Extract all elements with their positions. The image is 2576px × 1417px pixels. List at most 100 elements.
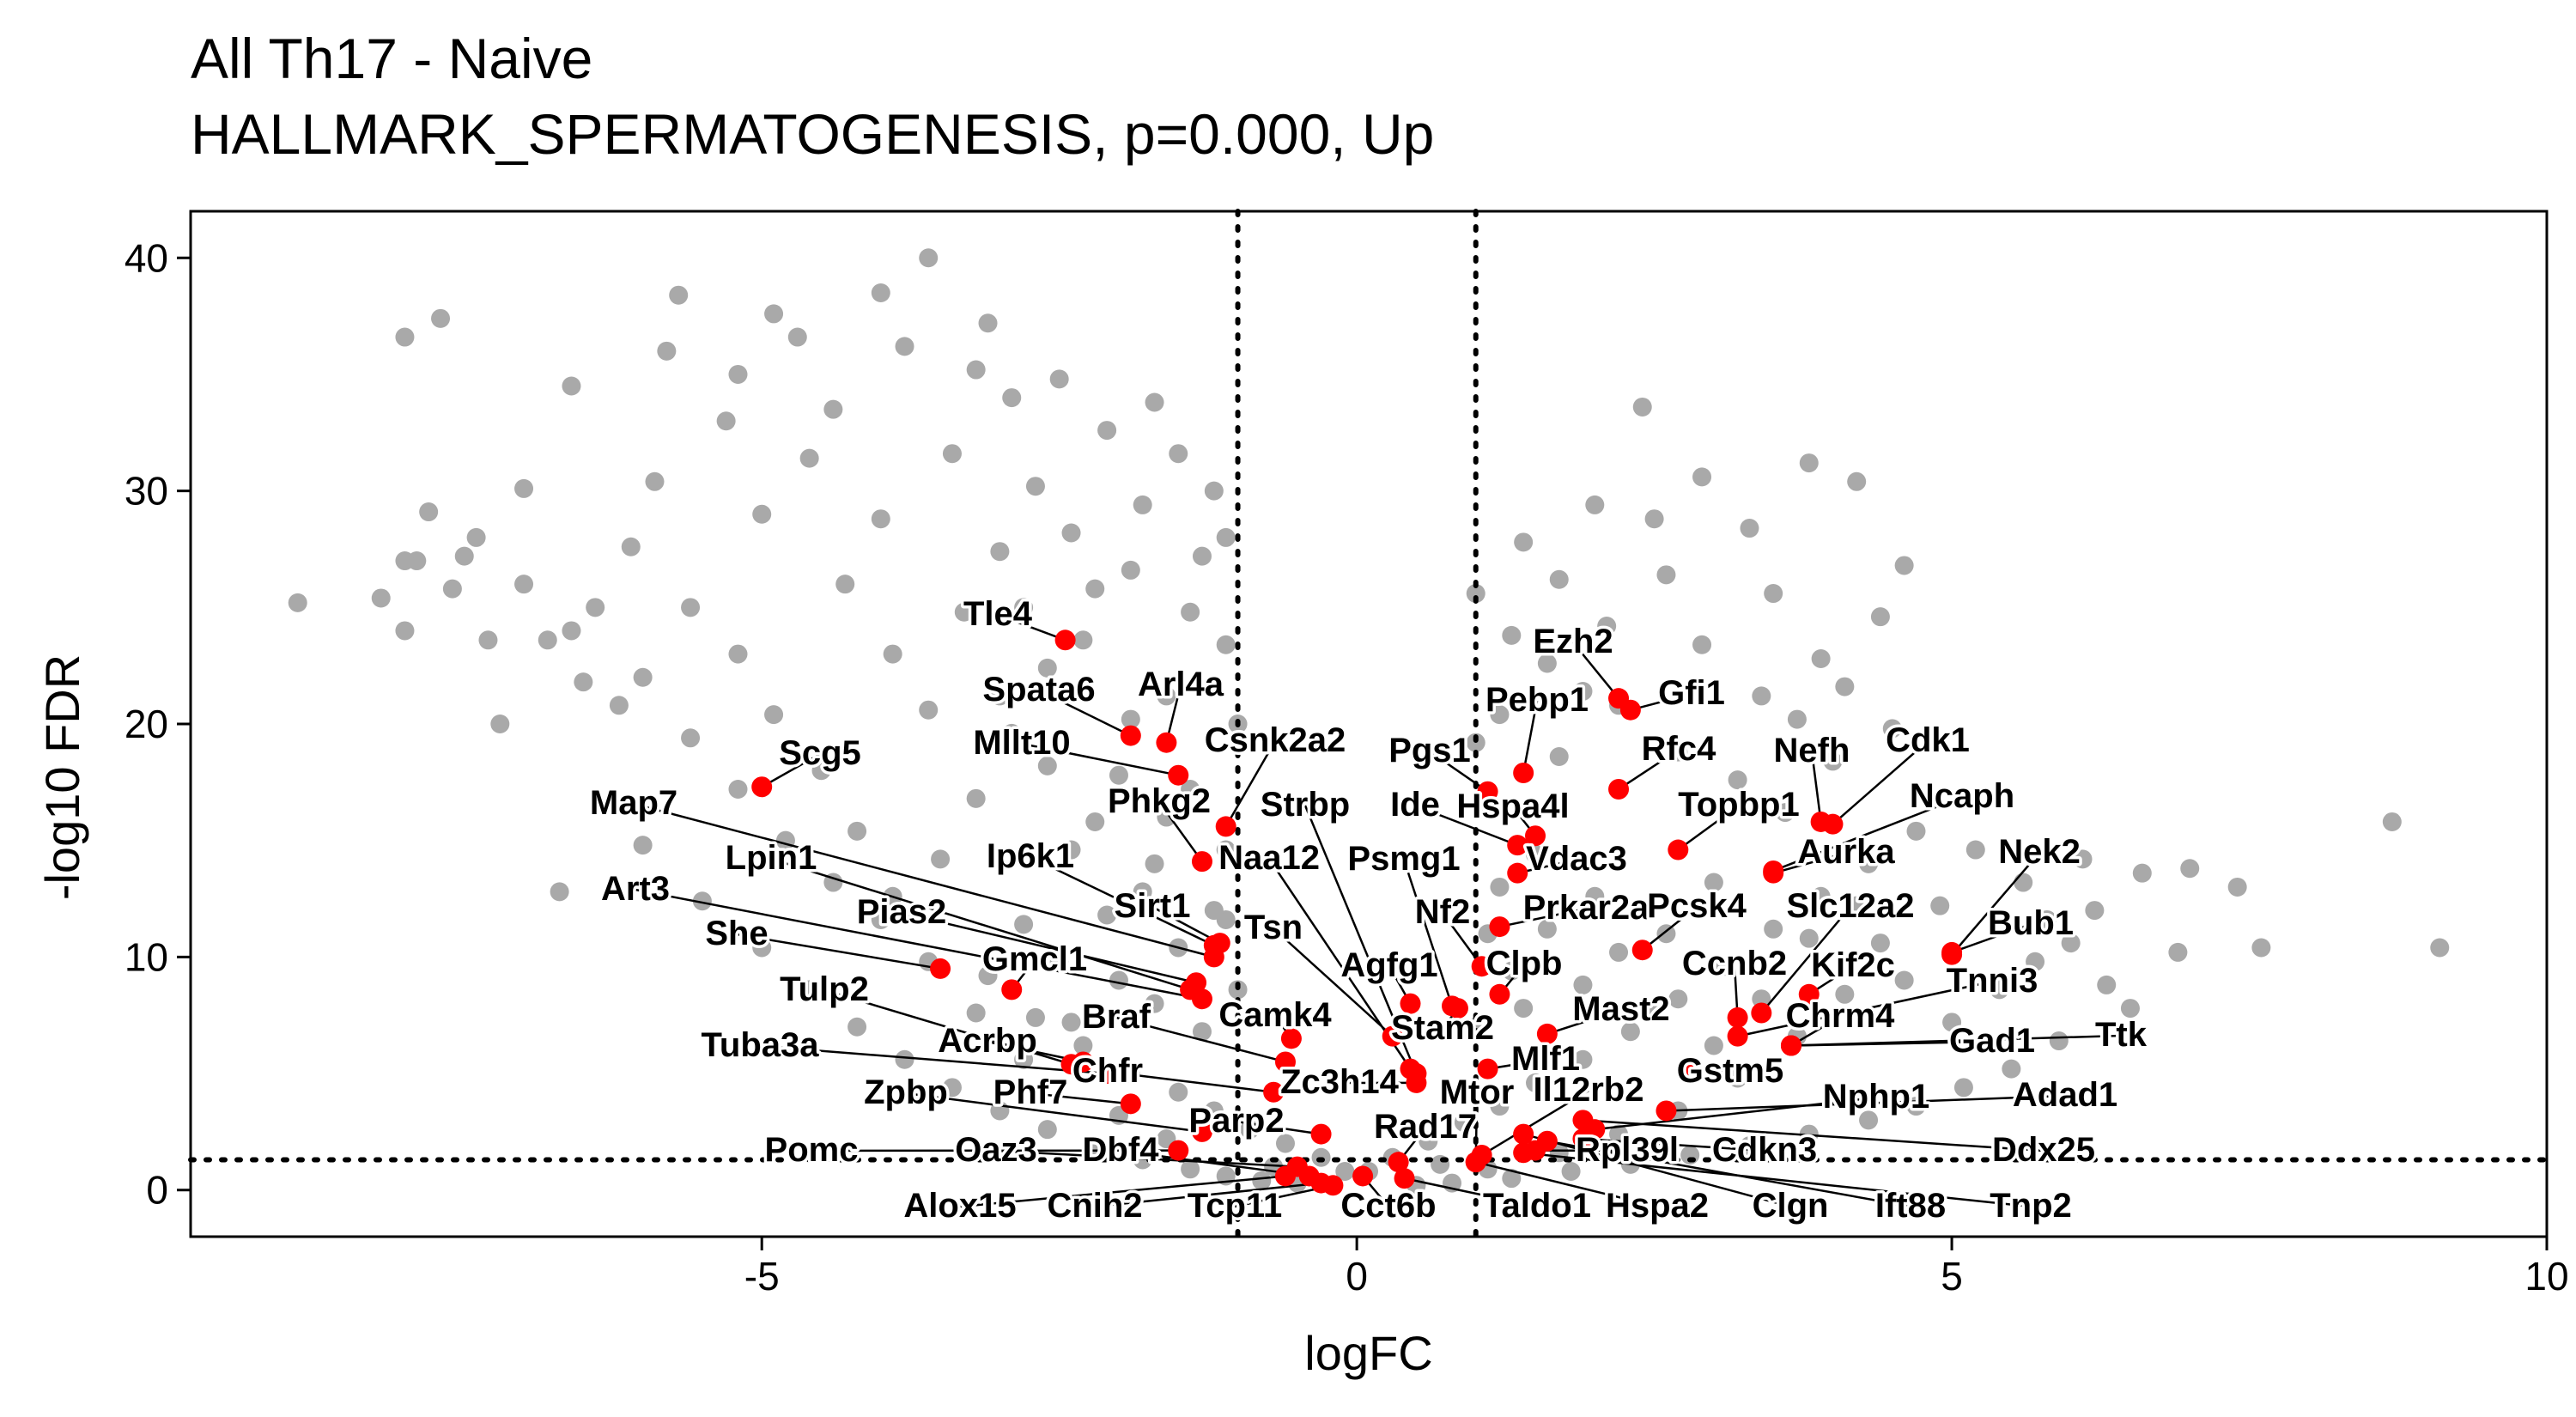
gene-label: Zc3h14 (1280, 1063, 1400, 1101)
background-point (1014, 598, 1034, 617)
highlight-point (1209, 933, 1230, 954)
background-point (752, 938, 772, 958)
background-point (514, 575, 534, 594)
threshold-lines (188, 209, 2549, 1239)
background-point (1085, 579, 1105, 599)
background-point (728, 779, 748, 799)
x-axis-label: logFC (1304, 1326, 1432, 1380)
highlight-point (1120, 725, 1141, 746)
background-point (1561, 1162, 1581, 1182)
leader-line (1402, 859, 1454, 1006)
leader-line (1677, 804, 1740, 851)
background-point (2049, 1031, 2069, 1051)
background-point (2120, 999, 2140, 1019)
background-point (2037, 909, 2057, 929)
gene-label: Bub1 (1988, 904, 2074, 942)
highlight-point (1215, 816, 1236, 837)
highlight-point (1513, 1123, 1534, 1145)
background-point (1109, 765, 1128, 785)
gene-label: Ift88 (1875, 1187, 1946, 1225)
background-point (550, 882, 569, 902)
highlight-point (1525, 825, 1546, 847)
gene-label: Lpin1 (726, 839, 817, 877)
background-point (1169, 444, 1188, 464)
gene-label: Mast2 (1572, 990, 1669, 1028)
gene-label: Pomc (765, 1131, 859, 1169)
highlight-point (1513, 762, 1534, 783)
highlight-point (1280, 1028, 1302, 1049)
background-point (1097, 421, 1117, 441)
background-point (2002, 1059, 2021, 1079)
leader-line (1094, 1182, 1321, 1208)
background-point (1930, 896, 1950, 915)
background-point (1002, 388, 1022, 408)
background-point (1466, 584, 1485, 604)
background-point (1870, 934, 1890, 953)
gene-label: Ip6k1 (987, 837, 1074, 875)
gene-label: Ncaph (1910, 777, 2014, 815)
gene-label: Scg5 (779, 734, 861, 772)
y-tick-label: 20 (125, 702, 168, 746)
background-point (942, 444, 962, 464)
background-point (919, 248, 939, 268)
highlight-point (1536, 1130, 1558, 1152)
background-point (633, 667, 653, 687)
highlight-point (1822, 813, 1844, 835)
background-point (2227, 877, 2247, 897)
leader-line (1523, 1152, 2032, 1208)
leader-line (905, 1092, 1203, 1134)
highlight-point (1191, 1121, 1212, 1142)
background-point (1216, 840, 1236, 860)
highlight-point (1400, 993, 1421, 1014)
background-point (1965, 840, 1985, 860)
background-point (1454, 1113, 1473, 1133)
y-tick-label: 30 (125, 469, 168, 514)
background-point (1752, 686, 1771, 706)
background-point (1145, 392, 1164, 412)
leader-line (635, 888, 1203, 1000)
background-point (669, 285, 689, 305)
gene-label: Taldo1 (1483, 1187, 1591, 1225)
highlight-point (1097, 1063, 1118, 1085)
background-point (1835, 677, 1855, 696)
background-point (811, 761, 831, 781)
gene-label: Alox15 (903, 1187, 1016, 1225)
background-point (1942, 1013, 1962, 1032)
leader-line (1475, 1160, 1658, 1208)
background-point (1014, 1049, 1034, 1069)
background-point (919, 700, 939, 720)
background-point (1526, 844, 1546, 864)
gene-label: Gad1 (1949, 1022, 2035, 1060)
gene-label: Cct6b (1340, 1187, 1436, 1225)
gene-label: Art3 (601, 870, 670, 908)
background-point (1764, 919, 1783, 939)
gene-label: Pgs1 (1388, 732, 1471, 769)
leader-line (1832, 740, 1929, 825)
gene-label: Sirt1 (1115, 887, 1191, 925)
gene-label: Rpl39l (1576, 1131, 1679, 1169)
background-point (954, 602, 974, 622)
x-tick-label: 10 (2524, 1254, 2568, 1298)
gene-label: Acrbp (938, 1022, 1037, 1060)
highlight-point (1619, 699, 1641, 721)
background-point (431, 308, 451, 328)
x-tick-label: -5 (744, 1254, 780, 1298)
background-point (799, 448, 819, 468)
highlight-point (1631, 940, 1653, 961)
leader-line (761, 752, 821, 788)
background-point (1906, 821, 1926, 841)
highlight-point (1382, 1025, 1403, 1047)
background-point (1597, 617, 1617, 636)
y-axis: 0 10 20 30 40 (125, 235, 191, 1213)
gene-label: Ttk (2095, 1016, 2148, 1054)
leader-line (633, 802, 1215, 958)
gene-label: Gmcl1 (982, 940, 1087, 978)
background-point (1656, 565, 1676, 585)
gene-label: Hspa4l (1456, 788, 1569, 825)
background-point (288, 593, 307, 612)
gene-label: Kif2c (1811, 946, 1895, 984)
highlight-point (1274, 1051, 1296, 1073)
background-point (2061, 934, 2081, 953)
background-point (1835, 984, 1855, 1004)
